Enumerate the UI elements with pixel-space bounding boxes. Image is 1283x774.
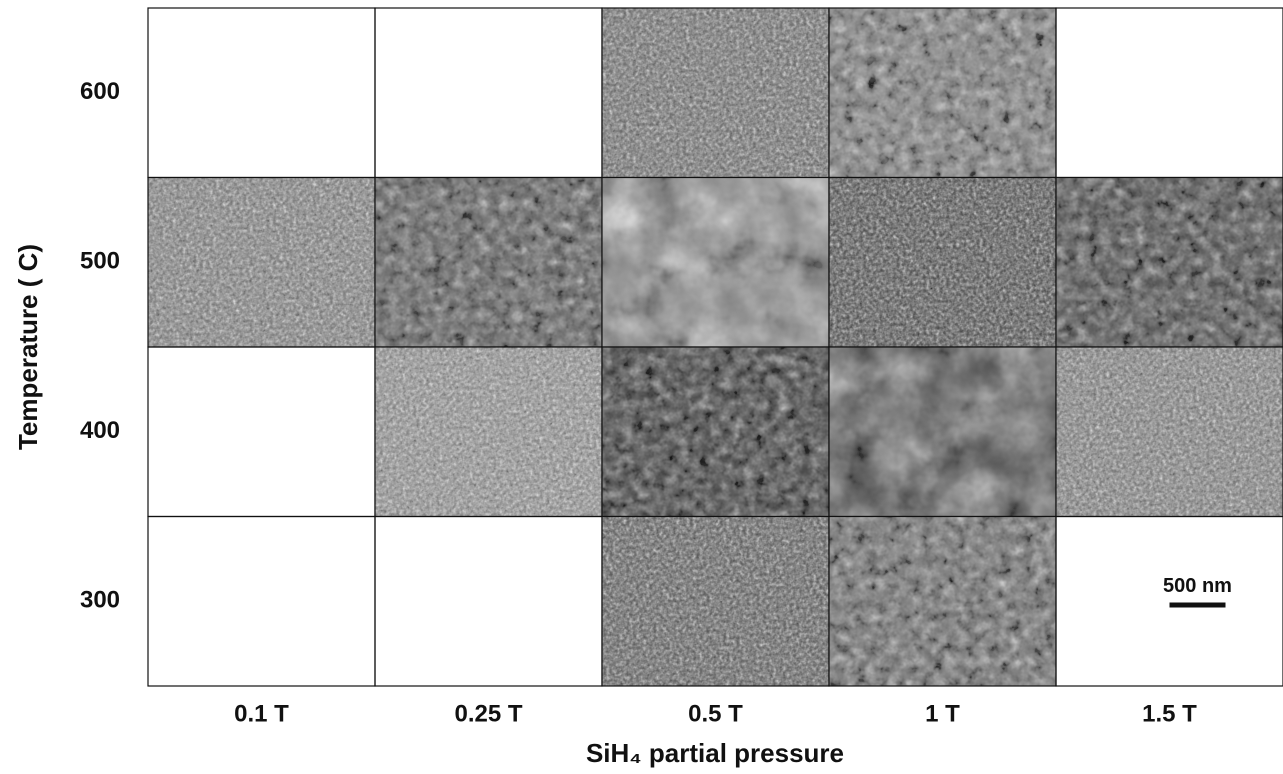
column-label: 0.1 T: [234, 700, 289, 727]
sem-image: [602, 178, 829, 348]
scale-bar-label: 500 nm: [1163, 575, 1232, 597]
sem-image: [829, 178, 1056, 348]
row-label: 300: [80, 587, 120, 614]
sem-image: [375, 347, 602, 517]
column-label: 1 T: [925, 700, 960, 727]
cell-border: [1056, 8, 1283, 178]
x-axis-label: SiH₄ partial pressure: [586, 738, 844, 768]
column-label: 1.5 T: [1142, 700, 1197, 727]
cell-border: [148, 347, 375, 517]
sem-image: [829, 347, 1056, 517]
row-label: 600: [80, 78, 120, 105]
sem-image: [602, 517, 829, 687]
column-label: 0.5 T: [688, 700, 743, 727]
sem-image: [829, 517, 1056, 687]
cell-border: [375, 8, 602, 178]
cell-border: [1056, 517, 1283, 687]
y-axis-label: Temperature ( C): [13, 244, 43, 450]
sem-image: [1056, 347, 1283, 517]
scale-bar: [1170, 603, 1226, 608]
cell-border: [375, 517, 602, 687]
sem-image: [602, 8, 829, 178]
sem-image: [602, 347, 829, 517]
column-label: 0.25 T: [454, 700, 522, 727]
cell-border: [148, 517, 375, 687]
sem-image: [829, 8, 1056, 178]
cell-border: [148, 8, 375, 178]
sem-image: [148, 178, 375, 348]
sem-image: [375, 178, 602, 348]
sem-image: [1056, 178, 1283, 348]
image-grid: [148, 8, 1283, 686]
row-label: 500: [80, 248, 120, 275]
figure: Temperature ( C) SiH₄ partial pressure 6…: [0, 0, 1283, 774]
row-label: 400: [80, 417, 120, 444]
